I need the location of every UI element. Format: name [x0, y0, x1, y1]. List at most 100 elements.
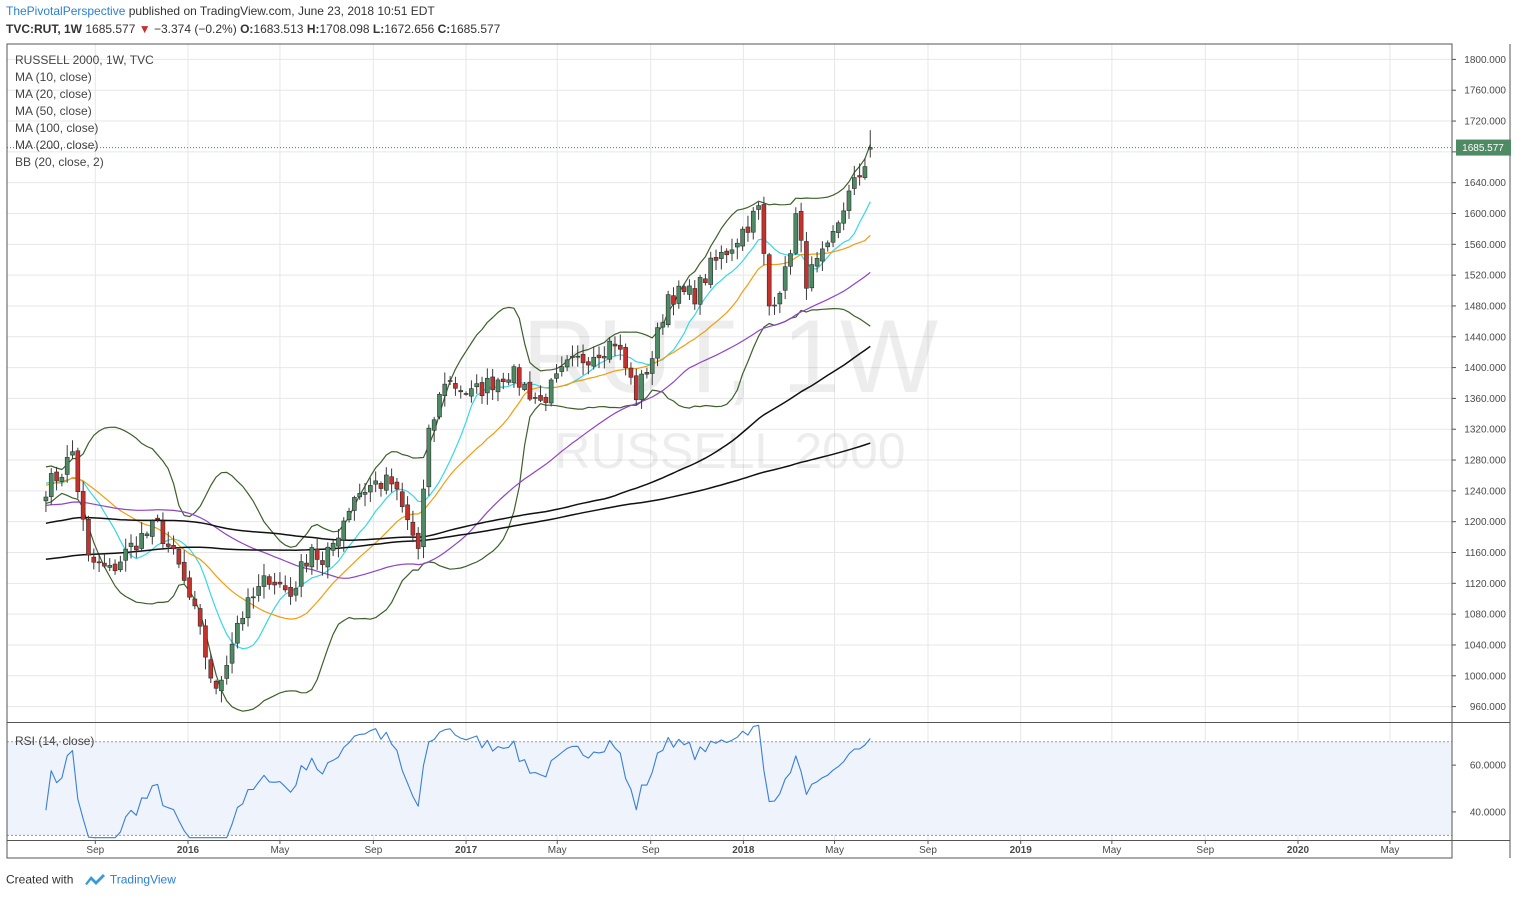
candle-up [485, 377, 490, 394]
candle-up [665, 294, 671, 325]
candle-down [415, 532, 421, 549]
candle-up [825, 242, 831, 248]
candle-up [48, 473, 54, 497]
candle-up [107, 565, 113, 568]
tradingview-logo-icon[interactable] [83, 872, 107, 889]
candle-down [479, 382, 485, 397]
candle-down [394, 481, 400, 490]
chart-frame [6, 43, 1511, 859]
bb-lower-line [45, 308, 871, 712]
candle-down [543, 397, 549, 403]
candle-up [118, 561, 123, 571]
rsi-axis[interactable]: 40.0000 60.0000 [1452, 761, 1506, 819]
candle-up [687, 285, 692, 295]
candle-down [532, 397, 538, 399]
candle-down [857, 175, 862, 178]
candle-up [144, 533, 150, 536]
candle-up [229, 643, 235, 664]
time-tick-label: Sep [86, 845, 104, 856]
candle-down [91, 556, 97, 563]
time-tick-label: Sep [919, 845, 937, 856]
price-tick-label: 1720.000 [1464, 117, 1506, 128]
candle-down [208, 659, 214, 679]
candle-up [383, 474, 389, 491]
candle-down [644, 372, 650, 375]
time-axis[interactable]: Sep 2016 May Sep 2017 May Sep 2018 May Sep 2019 May… [86, 840, 1399, 856]
candle-up [756, 205, 761, 210]
candle-up [697, 277, 703, 305]
candle-up [421, 488, 426, 548]
candle-down [516, 367, 522, 388]
candle-down [586, 361, 591, 366]
candle-down [251, 596, 256, 599]
candle-up [70, 451, 75, 456]
last-price-badge-text: 1685.577 [1462, 143, 1504, 154]
candle-up [235, 622, 240, 644]
price-tick-label: 1440.000 [1464, 332, 1506, 343]
candle-up [357, 493, 363, 498]
candle-down [54, 471, 59, 482]
candle-up [772, 304, 777, 307]
candle-down [804, 241, 809, 289]
candle-down [304, 562, 309, 567]
candle-up [750, 210, 756, 233]
candle-down [500, 378, 506, 382]
candle-up [346, 510, 352, 521]
candle-up [564, 359, 570, 368]
candle-up [814, 257, 820, 267]
candle-up [245, 597, 251, 619]
candle-up [820, 248, 825, 262]
candle-up [777, 292, 783, 305]
candle-up [240, 617, 246, 625]
ma50-line [45, 271, 871, 579]
price-tick-label: 1080.000 [1464, 610, 1506, 621]
price-tick-label: 1280.000 [1464, 456, 1506, 467]
candle-down [75, 450, 81, 493]
candle-down [277, 581, 283, 585]
price-tick-label: 1640.000 [1464, 178, 1506, 189]
chart-border [6, 43, 1453, 859]
candle-down [134, 545, 139, 551]
candle-up [123, 548, 129, 561]
grid [7, 44, 1452, 840]
author-link[interactable]: ThePivotalPerspective [6, 4, 126, 18]
candle-down [596, 354, 602, 359]
candle-up [43, 496, 49, 502]
candle-up [708, 257, 714, 285]
time-tick-label: 2017 [455, 845, 478, 856]
time-tick-label: 2018 [732, 845, 755, 856]
candle-down [197, 608, 203, 627]
time-tick-label: May [1102, 845, 1121, 856]
candle-up [575, 355, 581, 358]
candle-up [149, 520, 155, 537]
price-tick-label: 1520.000 [1464, 271, 1506, 282]
candle-down [320, 560, 325, 565]
candle-up [330, 542, 336, 551]
candle-up [511, 366, 517, 383]
legend-rsi: RSI (14, close) [15, 734, 94, 748]
time-tick-label: Sep [642, 845, 660, 856]
candle-up [219, 679, 224, 692]
candle-up [591, 356, 597, 367]
price-tick-label: 1160.000 [1465, 548, 1506, 559]
candle-down [86, 519, 91, 556]
candle-down [389, 476, 394, 485]
ma100-line [45, 345, 871, 541]
candle-up [437, 393, 442, 418]
candle-up [867, 147, 873, 150]
candle-up [809, 264, 815, 289]
price-tick-label: 1200.000 [1464, 517, 1506, 528]
tradingview-link[interactable]: TradingView [109, 872, 176, 887]
high-value: 1708.098 [319, 22, 370, 36]
symbol-label: TVC:RUT, 1W [6, 22, 82, 36]
candle-down [181, 561, 187, 581]
price-tick-label: 1360.000 [1464, 394, 1506, 405]
time-tick-label: 2020 [1287, 845, 1310, 856]
close-value: 1685.577 [450, 22, 501, 36]
candle-up [788, 253, 793, 267]
time-tick-label: 2019 [1010, 845, 1033, 856]
candle-down [703, 278, 708, 283]
candle-down [282, 585, 288, 591]
price-tick-label: 1040.000 [1464, 640, 1506, 651]
